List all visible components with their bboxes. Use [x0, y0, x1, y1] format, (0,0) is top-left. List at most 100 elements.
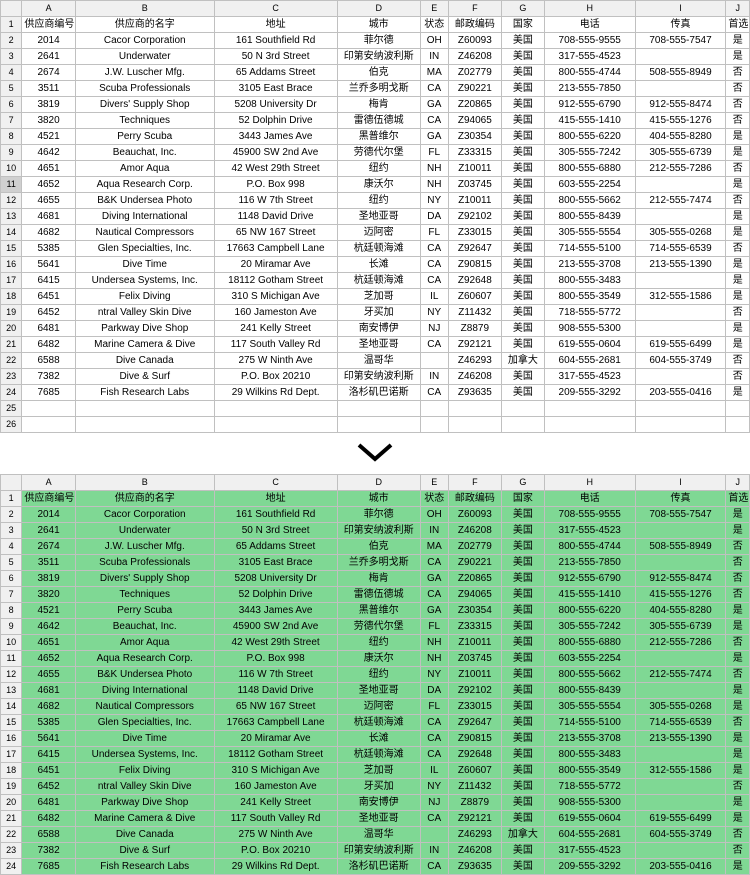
cell[interactable]: Divers' Supply Shop: [75, 571, 214, 587]
col-header-C[interactable]: C: [214, 475, 337, 491]
header-cell[interactable]: 状态: [420, 17, 448, 33]
cell[interactable]: 415-555-1410: [544, 113, 635, 129]
cell[interactable]: Perry Scuba: [75, 603, 214, 619]
row-header[interactable]: 7: [1, 113, 22, 129]
cell[interactable]: 迈阿密: [337, 699, 420, 715]
col-header-E[interactable]: E: [420, 1, 448, 17]
cell[interactable]: [635, 651, 726, 667]
cell[interactable]: 加拿大: [502, 353, 545, 369]
header-cell[interactable]: 供应商的名字: [75, 17, 214, 33]
cell[interactable]: 圣地亚哥: [337, 811, 420, 827]
cell[interactable]: 否: [726, 81, 750, 97]
cell[interactable]: Z92121: [448, 811, 501, 827]
cell[interactable]: 29 Wilkins Rd Dept.: [214, 859, 337, 875]
cell[interactable]: Nautical Compressors: [75, 225, 214, 241]
cell[interactable]: [635, 843, 726, 859]
cell[interactable]: 619-555-6499: [635, 337, 726, 353]
cell[interactable]: 213-555-7850: [544, 81, 635, 97]
cell[interactable]: 619-555-0604: [544, 811, 635, 827]
cell[interactable]: Z03745: [448, 651, 501, 667]
cell[interactable]: 美国: [502, 587, 545, 603]
cell[interactable]: 800-555-6880: [544, 635, 635, 651]
cell[interactable]: Z20865: [448, 571, 501, 587]
cell[interactable]: 604-555-2681: [544, 827, 635, 843]
cell[interactable]: Dive & Surf: [75, 369, 214, 385]
row-header[interactable]: 5: [1, 555, 22, 571]
cell[interactable]: 241 Kelly Street: [214, 795, 337, 811]
cell[interactable]: 415-555-1276: [635, 113, 726, 129]
cell[interactable]: Z10011: [448, 193, 501, 209]
cell[interactable]: FL: [420, 619, 448, 635]
cell[interactable]: 黑普维尔: [337, 129, 420, 145]
row-header[interactable]: 23: [1, 369, 22, 385]
cell[interactable]: 619-555-6499: [635, 811, 726, 827]
cell[interactable]: 是: [726, 507, 750, 523]
cell[interactable]: 是: [726, 731, 750, 747]
cell[interactable]: 美国: [502, 683, 545, 699]
cell[interactable]: 415-555-1410: [544, 587, 635, 603]
cell[interactable]: IN: [420, 49, 448, 65]
row-header[interactable]: 22: [1, 827, 22, 843]
cell[interactable]: Z90221: [448, 81, 501, 97]
cell[interactable]: IN: [420, 523, 448, 539]
cell[interactable]: 2014: [22, 507, 75, 523]
cell[interactable]: 20 Miramar Ave: [214, 257, 337, 273]
cell[interactable]: [726, 401, 750, 417]
cell[interactable]: 160 Jameston Ave: [214, 779, 337, 795]
cell[interactable]: 619-555-0604: [544, 337, 635, 353]
cell[interactable]: FL: [420, 699, 448, 715]
cell[interactable]: Dive Time: [75, 257, 214, 273]
cell[interactable]: 912-555-6790: [544, 97, 635, 113]
cell[interactable]: 是: [726, 811, 750, 827]
cell[interactable]: 6452: [22, 779, 75, 795]
cell[interactable]: 52 Dolphin Drive: [214, 587, 337, 603]
cell[interactable]: Dive Canada: [75, 353, 214, 369]
col-header-I[interactable]: I: [635, 1, 726, 17]
cell[interactable]: 美国: [502, 33, 545, 49]
cell[interactable]: 4652: [22, 651, 75, 667]
cell[interactable]: 南安博伊: [337, 795, 420, 811]
cell[interactable]: 美国: [502, 859, 545, 875]
cell[interactable]: 温哥华: [337, 827, 420, 843]
cell[interactable]: 800-555-3483: [544, 273, 635, 289]
cell[interactable]: CA: [420, 555, 448, 571]
cell[interactable]: Z8879: [448, 795, 501, 811]
cell[interactable]: 美国: [502, 241, 545, 257]
cell[interactable]: [214, 401, 337, 417]
cell[interactable]: 2014: [22, 33, 75, 49]
cell[interactable]: Fish Research Labs: [75, 385, 214, 401]
cell[interactable]: 否: [726, 715, 750, 731]
cell[interactable]: 否: [726, 667, 750, 683]
cell[interactable]: 是: [726, 257, 750, 273]
cell[interactable]: [75, 417, 214, 433]
cell[interactable]: 800-555-4744: [544, 539, 635, 555]
cell[interactable]: [420, 827, 448, 843]
cell[interactable]: 7382: [22, 369, 75, 385]
cell[interactable]: 否: [726, 161, 750, 177]
cell[interactable]: [420, 401, 448, 417]
cell[interactable]: [337, 417, 420, 433]
cell[interactable]: 否: [726, 635, 750, 651]
cell[interactable]: 美国: [502, 81, 545, 97]
cell[interactable]: 芝加哥: [337, 763, 420, 779]
cell[interactable]: IL: [420, 289, 448, 305]
cell[interactable]: 美国: [502, 257, 545, 273]
cell[interactable]: 是: [726, 747, 750, 763]
cell[interactable]: 美国: [502, 651, 545, 667]
cell[interactable]: Amor Aqua: [75, 161, 214, 177]
bottom-spreadsheet[interactable]: ABCDEFGHIJ1供应商编号供应商的名字地址城市状态邮政编码国家电话传真首选…: [0, 474, 750, 875]
cell[interactable]: [635, 523, 726, 539]
cell[interactable]: [22, 401, 75, 417]
cell[interactable]: 杭廷顿海滩: [337, 273, 420, 289]
cell[interactable]: [635, 401, 726, 417]
cell[interactable]: 迈阿密: [337, 225, 420, 241]
cell[interactable]: 美国: [502, 571, 545, 587]
cell[interactable]: 否: [726, 65, 750, 81]
cell[interactable]: NY: [420, 779, 448, 795]
cell[interactable]: 美国: [502, 369, 545, 385]
cell[interactable]: 52 Dolphin Drive: [214, 113, 337, 129]
cell[interactable]: 305-555-7242: [544, 145, 635, 161]
header-cell[interactable]: 供应商编号: [22, 491, 75, 507]
cell[interactable]: P.O. Box 20210: [214, 369, 337, 385]
cell[interactable]: 5641: [22, 257, 75, 273]
